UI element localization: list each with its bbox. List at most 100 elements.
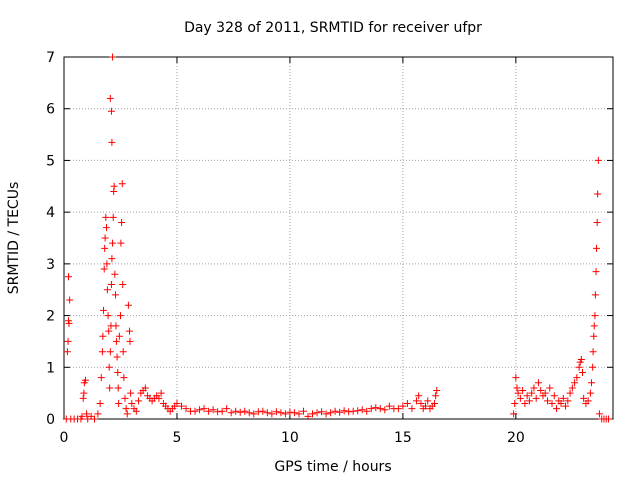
- y-tick-label: 4: [46, 205, 55, 221]
- data-point: [102, 224, 110, 232]
- data-point: [223, 405, 231, 413]
- data-point: [336, 408, 344, 416]
- data-point: [575, 363, 583, 371]
- data-point: [113, 353, 121, 361]
- data-point: [543, 397, 551, 405]
- data-point: [588, 379, 596, 387]
- data-point: [521, 399, 529, 407]
- axis-ticks: [63, 56, 613, 420]
- data-point: [259, 407, 267, 415]
- data-point: [433, 387, 441, 395]
- data-point: [295, 410, 303, 418]
- data-point: [541, 389, 549, 397]
- y-tick-label: 7: [46, 50, 55, 66]
- data-point: [64, 337, 72, 345]
- data-point: [514, 389, 522, 397]
- data-point: [102, 213, 110, 221]
- data-point: [99, 332, 107, 340]
- data-point: [104, 312, 112, 320]
- data-point: [530, 384, 538, 392]
- chart-title: Day 328 of 2011, SRMTID for receiver ufp…: [184, 20, 482, 36]
- data-point: [537, 387, 545, 395]
- data-point: [584, 397, 592, 405]
- data-point: [421, 402, 429, 410]
- data-point: [83, 410, 91, 418]
- x-tick-label: 10: [281, 430, 299, 446]
- data-point: [200, 405, 208, 413]
- data-point: [250, 410, 258, 418]
- data-point: [112, 291, 120, 299]
- data-point: [107, 281, 115, 289]
- data-point: [566, 389, 574, 397]
- data-point: [205, 407, 213, 415]
- data-point: [272, 408, 280, 416]
- data-point: [268, 410, 276, 418]
- data-point: [123, 410, 131, 418]
- data-point: [218, 407, 226, 415]
- data-point: [349, 407, 357, 415]
- data-point: [177, 402, 185, 410]
- data-point: [101, 234, 109, 242]
- x-axis-label: GPS time / hours: [274, 459, 391, 475]
- data-point: [101, 244, 109, 252]
- y-tick-label: 5: [46, 153, 55, 169]
- data-point: [236, 408, 244, 416]
- data-point: [135, 397, 143, 405]
- data-point: [327, 409, 335, 417]
- data-point: [593, 244, 601, 252]
- data-point: [290, 409, 298, 417]
- data-point: [103, 286, 111, 294]
- data-point: [81, 376, 89, 384]
- data-point: [127, 389, 135, 397]
- data-point: [120, 374, 128, 382]
- data-point: [118, 218, 126, 226]
- grid-lines: [64, 57, 613, 419]
- data-point: [304, 412, 312, 420]
- data-point: [318, 408, 326, 416]
- data-point: [299, 407, 307, 415]
- data-point: [65, 273, 73, 281]
- x-tick-label: 5: [173, 430, 182, 446]
- data-point: [191, 407, 199, 415]
- data-point: [80, 389, 88, 397]
- data-point: [94, 410, 102, 418]
- x-tick-labels: 0 5 10 15 20: [60, 430, 525, 446]
- data-point: [571, 379, 579, 387]
- data-point: [281, 410, 289, 418]
- data-point: [592, 268, 600, 276]
- data-point: [512, 374, 520, 382]
- x-tick-label: 0: [60, 430, 69, 446]
- data-point: [594, 190, 602, 198]
- data-point: [245, 409, 253, 417]
- data-point: [604, 415, 612, 423]
- data-point: [331, 407, 339, 415]
- data-point: [415, 392, 423, 400]
- data-point: [573, 374, 581, 382]
- data-point: [417, 399, 425, 407]
- data-point: [523, 392, 531, 400]
- data-point: [313, 409, 321, 417]
- data-point: [115, 332, 123, 340]
- data-point: [214, 408, 222, 416]
- data-point: [595, 410, 603, 418]
- data-point: [532, 394, 540, 402]
- data-point: [196, 406, 204, 414]
- data-point: [117, 239, 125, 247]
- data-point: [98, 348, 106, 356]
- data-point: [579, 368, 586, 376]
- data-point: [408, 405, 416, 413]
- data-point: [345, 408, 353, 416]
- data-point: [550, 392, 558, 400]
- data-point: [157, 389, 165, 397]
- data-point: [286, 408, 294, 416]
- data-point: [564, 397, 572, 405]
- data-point: [128, 399, 136, 407]
- plot-frame: [63, 56, 614, 420]
- data-point: [126, 327, 134, 335]
- data-point: [118, 180, 126, 188]
- data-point: [112, 337, 120, 345]
- data-point: [108, 255, 116, 263]
- data-point: [119, 348, 127, 356]
- data-point: [105, 327, 113, 335]
- data-point: [254, 408, 262, 416]
